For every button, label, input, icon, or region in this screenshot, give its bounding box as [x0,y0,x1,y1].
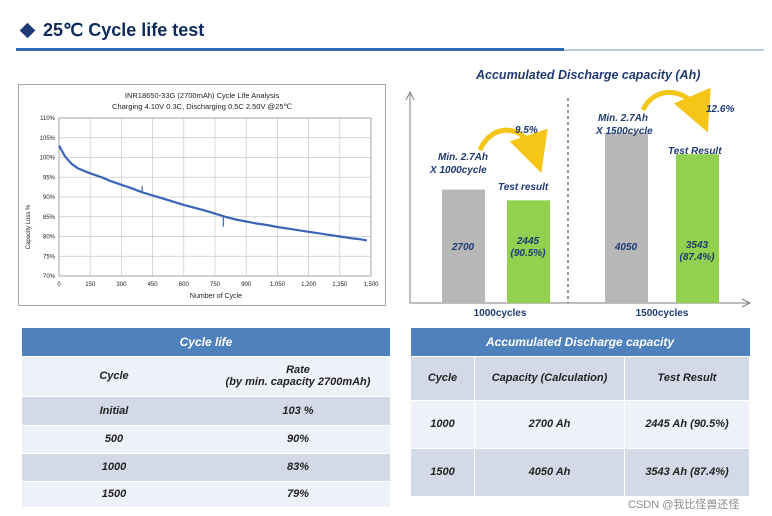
x-tick-label: 0 [57,282,61,288]
line-chart-subtitle: Charging 4.10V 0.3C, Discharging 0.5C 2.… [112,102,292,111]
y-tick-label: 80% [43,235,56,241]
y-tick-label: 90% [43,195,56,201]
line-chart-grid [58,117,372,277]
y-tick-label: 70% [43,274,56,280]
x-tick-label: 1,050 [270,282,286,288]
g2-min-label-2: X 1500cycle [595,126,653,137]
bar-x-axis-arrow-icon [741,298,752,308]
line-chart-ylabel: Capacity Loss % [26,204,32,249]
table-row: 1000 83% [22,452,390,481]
cell-cycle: 1500 [22,480,206,507]
arrow-icon [477,127,548,173]
cell-rate: 90% [206,424,390,453]
header-capacity: Capacity (Calculation) [474,355,625,401]
table-header-row: Cycle Rate (by min. capacity 2700mAh) [22,355,390,396]
cell-cycle: Initial [22,395,206,425]
cell-capacity: 4050 Ah [474,447,625,497]
x-tick-label: 450 [148,282,159,288]
line-chart-ticks: 70% 75% 80% 85% 90% 95% 100% 105% 110% 0 150 300 450… [40,116,380,288]
accumulated-capacity-bar-chart: Min. 2.7Ah X 1000cycle 9.5% Test result … [405,87,752,319]
y-tick-label: 95% [43,175,56,181]
header-rate-line2: (by min. capacity 2700mAh) [225,376,371,388]
cell-result: 3543 Ah (87.4%) [624,447,750,497]
diamond-bullet-icon [19,22,36,38]
g1-result-value: 2445 [516,236,540,247]
y-tick-label: 105% [40,136,56,142]
cycle-life-line-chart: INR18650-33G (2700mAh) Cycle Life Analys… [18,84,386,306]
cell-rate: 83% [206,452,390,481]
g2-cycles-label: 1500cycles [636,308,689,319]
g1-cycles-label: 1000cycles [474,308,527,319]
x-tick-label: 150 [85,282,96,288]
title-divider-light [564,49,764,51]
g1-result-label: Test result [498,182,549,193]
table-title-row: Accumulated Discharge capacity [410,328,750,356]
header-rate-line1: Rate [286,364,310,376]
y-tick-label: 75% [43,254,56,260]
capacity-series-line [58,145,367,242]
x-tick-label: 300 [116,282,127,288]
cell-rate: 79% [206,480,390,507]
x-tick-label: 750 [210,282,221,288]
bar-test-result [507,200,550,303]
g1-min-label-1: Min. 2.7Ah [438,152,488,163]
header-rate: Rate (by min. capacity 2700mAh) [206,355,390,396]
bar-chart-title: Accumulated Discharge capacity (Ah) [476,68,701,82]
bar-min-capacity [442,189,485,303]
accumulated-capacity-table: Accumulated Discharge capacity Cycle Cap… [410,328,750,497]
cell-cycle: 500 [22,424,206,453]
bar-min-capacity [605,132,648,303]
g2-min-value: 4050 [614,242,638,253]
line-chart-plot: 70% 75% 80% 85% 90% 95% 100% 105% 110% 0 150 300 450… [26,116,380,300]
y-tick-label: 85% [43,215,56,221]
arrow-icon [640,87,711,133]
cell-result: 2445 Ah (90.5%) [624,399,750,449]
x-tick-label: 600 [179,282,190,288]
g2-min-label-1: Min. 2.7Ah [598,113,648,124]
cycle-life-table-title: Cycle life [179,334,233,349]
bar-y-axis-arrow-icon [405,90,415,101]
title-divider [16,48,564,51]
g1-min-label-2: X 1000cycle [429,165,487,176]
table-row: 500 90% [22,424,390,453]
x-tick-label: 1,200 [301,282,317,288]
cell-cycle: 1500 [410,447,475,497]
cell-cycle: 1000 [22,452,206,481]
cell-capacity: 2700 Ah [474,399,625,449]
page-title: 25℃ Cycle life test [43,19,205,40]
x-tick-label: 900 [241,282,252,288]
y-tick-label: 110% [40,116,56,122]
cell-rate: 103 % [206,395,390,425]
line-chart-title: INR18650-33G (2700mAh) Cycle Life Analys… [124,91,280,100]
header-cycle: Cycle [22,355,206,396]
table-row: Initial 103 % [22,395,390,425]
g2-result-label: Test Result [668,146,722,157]
table-header-row: Cycle Capacity (Calculation) Test Result [410,355,750,401]
table-title-row: Cycle life [22,328,390,356]
cell-cycle: 1000 [410,399,475,449]
g1-min-value: 2700 [451,242,475,253]
title-row: 25℃ Cycle life test [19,16,205,44]
table-row: 1000 2700 Ah 2445 Ah (90.5%) [410,399,750,449]
header-test-result: Test Result [624,355,750,401]
y-tick-label: 100% [40,156,56,162]
plot-frame [58,117,372,277]
bar-test-result [676,154,719,303]
g2-percent: 12.6% [706,104,734,115]
header-cycle: Cycle [410,355,475,401]
line-chart-xlabel: Number of Cycle [190,293,242,300]
g1-result-pct: (90.5%) [510,248,546,259]
table-row: 1500 79% [22,480,390,507]
accumulated-table-title: Accumulated Discharge capacity [485,334,675,349]
watermark: CSDN @我比怪兽还怪 [628,499,740,511]
x-tick-label: 1,350 [332,282,348,288]
g2-result-pct: (87.4%) [679,252,715,263]
cycle-life-table: Cycle life Cycle Rate (by min. capacity … [22,328,390,507]
x-tick-label: 1,500 [363,282,379,288]
g2-result-value: 3543 [686,240,709,251]
table-row: 1500 4050 Ah 3543 Ah (87.4%) [410,447,750,497]
g1-percent: 9.5% [515,125,538,136]
